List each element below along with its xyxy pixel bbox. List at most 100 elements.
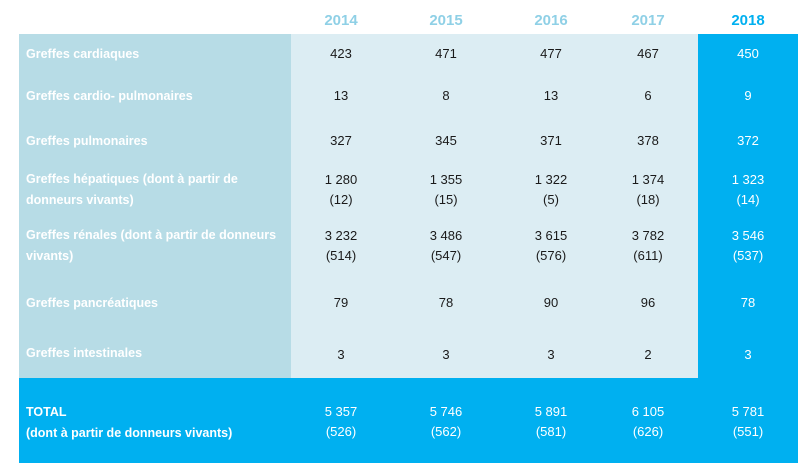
table-cell: 423: [291, 44, 391, 64]
table-cell: 3 486 (547): [396, 226, 496, 266]
cell-value: 78: [438, 295, 454, 310]
table-cell: 79: [291, 293, 391, 313]
cell-value: 372: [737, 133, 759, 148]
total-label-line2: (dont à partir de donneurs vivants): [26, 426, 233, 440]
table-cell: 327: [291, 131, 391, 151]
total-value: 5 357: [324, 404, 358, 419]
highlight-column-band: [698, 34, 798, 378]
cell-living-donor-value: (611): [633, 248, 663, 263]
year-header-2016: 2016: [534, 12, 568, 29]
total-cell: 5 746 (562): [396, 402, 496, 442]
row-label: Greffes pulmonaires: [26, 134, 148, 148]
cell-living-donor-value: (14): [736, 192, 760, 207]
row-label: Greffes hépatiques (dont à partir de don…: [26, 172, 238, 207]
cell-value: 79: [333, 295, 349, 310]
cell-value: 1 280: [324, 172, 358, 187]
table-cell: 78: [396, 293, 496, 313]
cell-value: 9: [744, 88, 752, 103]
table-cell: 78: [698, 293, 798, 313]
cell-living-donor-value: (15): [434, 192, 458, 207]
table-cell: 3: [501, 345, 601, 365]
table-cell: 6: [598, 86, 698, 106]
cell-value: 3: [337, 347, 345, 362]
total-value: 6 105: [631, 404, 665, 419]
total-cell: 5 357 (526): [291, 402, 391, 442]
cell-value: 1 323: [731, 172, 765, 187]
table-cell: 1 322 (5): [501, 170, 601, 210]
total-living-donor-value: (626): [632, 424, 664, 439]
cell-value: 450: [737, 46, 759, 61]
data-column-band: [291, 34, 698, 378]
cell-living-donor-value: (537): [732, 248, 764, 263]
cell-living-donor-value: (12): [329, 192, 353, 207]
table-cell: 2: [598, 345, 698, 365]
cell-value: 78: [740, 295, 756, 310]
table-cell: 3: [396, 345, 496, 365]
table-cell: 1 374 (18): [598, 170, 698, 210]
cell-living-donor-value: (18): [636, 192, 660, 207]
year-header-2015: 2015: [429, 12, 463, 29]
total-value: 5 781: [731, 404, 765, 419]
total-living-donor-value: (562): [430, 424, 462, 439]
cell-value: 3: [442, 347, 450, 362]
row-label: Greffes rénales (dont à partir de donneu…: [26, 228, 277, 263]
row-label: Greffes pancréatiques: [26, 296, 158, 310]
total-cell: 5 891 (581): [501, 402, 601, 442]
cell-living-donor-value: (576): [535, 248, 567, 263]
table-cell: 1 280 (12): [291, 170, 391, 210]
cell-value: 3 615: [534, 228, 568, 243]
cell-value: 13: [543, 88, 559, 103]
cell-value: 1 322: [534, 172, 568, 187]
table-cell: 477: [501, 44, 601, 64]
total-label: TOTAL (dont à partir de donneurs vivants…: [26, 402, 286, 444]
table-cell: 345: [396, 131, 496, 151]
table-cell: 1 355 (15): [396, 170, 496, 210]
year-header-2014: 2014: [324, 12, 358, 29]
cell-living-donor-value: (547): [430, 248, 462, 263]
row-label: Greffes cardiaques: [26, 47, 140, 61]
total-living-donor-value: (551): [732, 424, 764, 439]
table-cell: 3: [698, 345, 798, 365]
cell-value: 467: [637, 46, 659, 61]
cell-value: 327: [330, 133, 352, 148]
cell-value: 1 355: [429, 172, 463, 187]
total-value: 5 891: [534, 404, 568, 419]
table-cell: 90: [501, 293, 601, 313]
cell-value: 13: [333, 88, 349, 103]
cell-value: 3 782: [631, 228, 665, 243]
table-cell: 471: [396, 44, 496, 64]
table-cell: 3 232 (514): [291, 226, 391, 266]
table-cell: 96: [598, 293, 698, 313]
total-living-donor-value: (581): [535, 424, 567, 439]
cell-value: 345: [435, 133, 457, 148]
cell-value: 90: [543, 295, 559, 310]
cell-value: 8: [442, 88, 450, 103]
total-cell: 6 105 (626): [598, 402, 698, 442]
table-cell: 450: [698, 44, 798, 64]
year-header-2017: 2017: [631, 12, 665, 29]
cell-value: 477: [540, 46, 562, 61]
label-column-band: [19, 34, 291, 378]
cell-value: 371: [540, 133, 562, 148]
cell-value: 471: [435, 46, 457, 61]
table-cell: 3 546 (537): [698, 226, 798, 266]
cell-value: 3: [547, 347, 555, 362]
total-row-band: [19, 378, 798, 463]
cell-value: 3: [744, 347, 752, 362]
row-label: Greffes intestinales: [26, 346, 143, 360]
table-cell: 9: [698, 86, 798, 106]
table-cell: 1 323 (14): [698, 170, 798, 210]
cell-value: 423: [330, 46, 352, 61]
cell-value: 6: [644, 88, 652, 103]
cell-value: 3 232: [324, 228, 358, 243]
table-cell: 3 615 (576): [501, 226, 601, 266]
table-cell: 372: [698, 131, 798, 151]
total-cell: 5 781 (551): [698, 402, 798, 442]
cell-living-donor-value: (5): [543, 192, 559, 207]
table-cell: 371: [501, 131, 601, 151]
cell-value: 3 486: [429, 228, 463, 243]
table-cell: 8: [396, 86, 496, 106]
cell-value: 378: [637, 133, 659, 148]
table-cell: 378: [598, 131, 698, 151]
